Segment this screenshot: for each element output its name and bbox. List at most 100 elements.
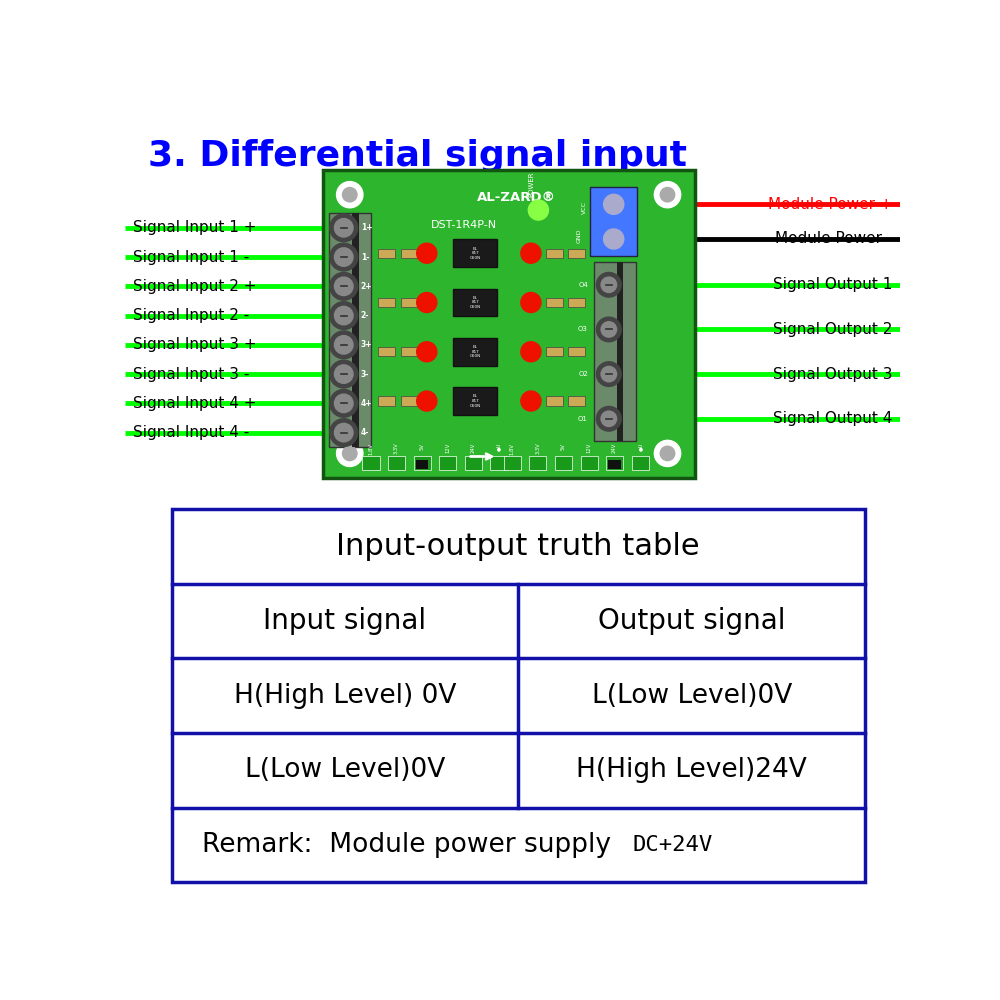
Bar [414,456,431,470]
Text: 3. Differential signal input: 3. Differential signal input [148,139,687,173]
Circle shape [334,423,353,442]
Circle shape [417,292,437,312]
Bar [453,338,497,366]
Text: EL
817
C60N: EL 817 C60N [470,394,481,408]
Circle shape [521,243,541,263]
Text: 1+: 1+ [361,223,372,232]
Bar [329,213,371,447]
Bar [352,213,359,447]
Bar [401,347,417,356]
Bar [608,460,621,469]
Bar [568,249,585,258]
Circle shape [334,219,353,237]
Bar [617,262,623,441]
Bar [590,187,637,256]
Text: 5V: 5V [420,443,425,450]
Bar [594,262,636,441]
Bar [439,456,456,470]
Bar [172,509,865,882]
Text: 12V: 12V [445,443,450,453]
Text: Output signal: Output signal [598,607,785,635]
Text: O4: O4 [578,282,588,288]
Circle shape [330,302,358,329]
Text: 3+: 3+ [361,340,372,349]
Circle shape [660,446,675,461]
Circle shape [601,411,617,426]
Text: Module Power +: Module Power + [768,197,892,212]
Circle shape [343,446,357,461]
Bar [529,456,546,470]
Bar [378,347,395,356]
Bar [378,249,395,258]
Text: Input signal: Input signal [263,607,426,635]
Bar [362,456,380,470]
Bar [568,298,585,307]
Bar [546,298,563,307]
Circle shape [330,272,358,300]
Text: 3.3V: 3.3V [535,443,540,454]
Circle shape [330,360,358,388]
Circle shape [521,391,541,411]
Text: ●U: ●U [638,443,643,451]
Circle shape [334,306,353,325]
Bar [453,289,497,316]
Text: AL-ZARD®: AL-ZARD® [477,191,556,204]
Text: 3-: 3- [361,370,369,379]
Bar [378,396,395,406]
Text: 5V: 5V [561,443,566,450]
Bar [378,298,395,307]
Circle shape [334,394,353,413]
Text: O3: O3 [578,326,588,332]
Circle shape [596,272,621,297]
Circle shape [330,389,358,417]
Circle shape [528,200,548,220]
Bar [632,456,649,470]
Text: O1: O1 [578,416,588,422]
Text: 1.8V: 1.8V [368,443,373,455]
Bar [581,456,598,470]
Text: Signal Input 2 +: Signal Input 2 + [133,279,256,294]
Circle shape [330,419,358,446]
Text: 24V: 24V [612,443,617,453]
Circle shape [521,342,541,362]
Text: POWER: POWER [528,171,534,197]
Bar [546,396,563,406]
Circle shape [330,243,358,271]
Circle shape [604,194,624,214]
Circle shape [417,342,437,362]
Text: L(Low Level)0V: L(Low Level)0V [592,683,792,709]
Circle shape [330,214,358,242]
Circle shape [601,366,617,382]
Circle shape [660,187,675,202]
Circle shape [337,182,363,208]
Circle shape [334,365,353,383]
Text: Input-output truth table: Input-output truth table [336,532,700,561]
Bar [546,347,563,356]
Text: DST-1R4P-N: DST-1R4P-N [431,220,497,230]
Circle shape [417,391,437,411]
Bar [504,456,521,470]
Text: Signal Output 2: Signal Output 2 [773,322,892,337]
Circle shape [334,277,353,296]
Bar [453,387,497,415]
Text: 3.3V: 3.3V [394,443,399,454]
Bar [568,347,585,356]
Circle shape [337,440,363,466]
Bar [323,170,695,478]
Text: EL
817
C60N: EL 817 C60N [470,296,481,309]
Circle shape [601,277,617,292]
Text: Signal Input 1 +: Signal Input 1 + [133,220,256,235]
Text: Signal Input 1 -: Signal Input 1 - [133,250,249,265]
Text: VCC: VCC [582,201,587,214]
Bar [568,396,585,406]
Circle shape [334,336,353,354]
Circle shape [654,440,681,466]
Circle shape [521,292,541,312]
Text: Signal Input 4 -: Signal Input 4 - [133,425,249,440]
Bar [465,456,482,470]
Text: 2+: 2+ [361,282,372,291]
Text: EL
817
C60N: EL 817 C60N [470,247,481,260]
Text: Signal Output 1: Signal Output 1 [773,277,892,292]
Bar [401,298,417,307]
Circle shape [596,406,621,431]
